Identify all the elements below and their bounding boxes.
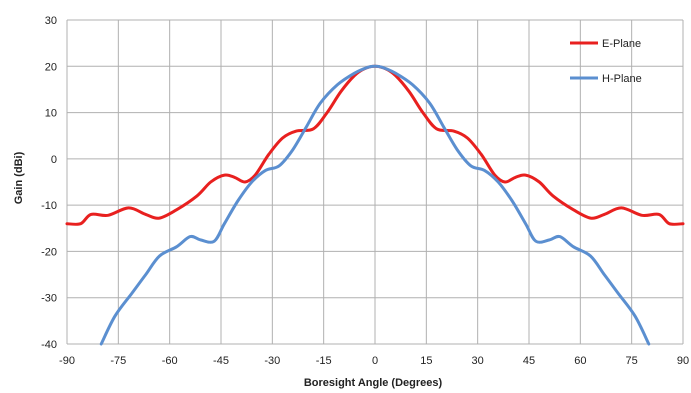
x-tick-label: -15 [316,355,332,367]
x-tick-label: 75 [626,355,638,367]
legend-label-e-plane: E-Plane [602,38,641,50]
x-tick-label: 90 [677,355,689,367]
y-tick-label: -40 [41,339,57,351]
y-tick-label: 0 [51,154,57,166]
x-tick-label: -60 [162,355,178,367]
x-tick-label: -30 [264,355,280,367]
series-lines [65,64,685,346]
legend-label-h-plane: H-Plane [602,73,642,85]
x-tick-label: 30 [472,355,484,367]
x-tick-label: -90 [59,355,75,367]
y-tick-label: 20 [45,61,57,73]
y-tick-label: 10 [45,108,57,120]
x-axis-ticks: -90 -75 -60 -45 -30 -15 0 15 30 45 60 75 90 [59,355,689,367]
x-tick-label: -75 [110,355,126,367]
x-tick-label: 15 [420,355,432,367]
grid-lines [66,19,684,345]
y-tick-label: -30 [41,293,57,305]
x-axis-title: Boresight Angle (Degrees) [304,377,443,389]
x-tick-label: -45 [213,355,229,367]
x-tick-label: 0 [372,355,378,367]
y-axis-ticks: 30 20 10 0 -10 -20 -30 -40 [41,15,57,351]
h-plane-series-line [99,64,651,346]
y-tick-label: -20 [41,246,57,258]
y-tick-label: 30 [45,15,57,27]
y-tick-label: -10 [41,200,57,212]
x-tick-label: 45 [523,355,535,367]
x-tick-label: 60 [574,355,586,367]
y-axis-title: Gain (dBi) [13,151,25,204]
legend: E-Plane H-Plane [570,38,642,85]
